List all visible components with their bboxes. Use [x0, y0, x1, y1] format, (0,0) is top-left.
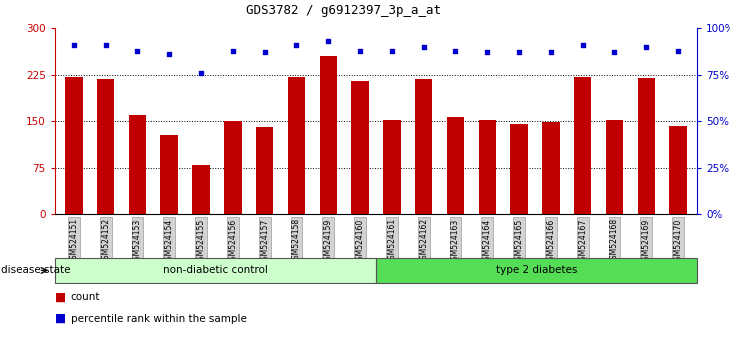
Bar: [161, 135, 178, 214]
Bar: [383, 120, 401, 214]
Bar: [637, 78, 655, 214]
Point: [68, 42, 80, 48]
Text: GSM524161: GSM524161: [388, 218, 396, 264]
Point: [577, 42, 588, 48]
Bar: [320, 56, 337, 214]
Point: [609, 50, 620, 55]
Text: GSM524166: GSM524166: [546, 218, 556, 264]
Point: [259, 50, 271, 55]
Text: GSM524158: GSM524158: [292, 218, 301, 264]
Bar: [192, 165, 210, 214]
Point: [354, 48, 366, 53]
Point: [640, 44, 652, 50]
Text: count: count: [71, 292, 100, 302]
Text: percentile rank within the sample: percentile rank within the sample: [71, 314, 247, 324]
Text: GSM524153: GSM524153: [133, 218, 142, 264]
Point: [672, 48, 684, 53]
Bar: [606, 120, 623, 214]
Text: GSM524167: GSM524167: [578, 218, 587, 264]
Text: GSM524165: GSM524165: [515, 218, 523, 264]
Text: GSM524169: GSM524169: [642, 218, 650, 264]
Text: GSM524152: GSM524152: [101, 218, 110, 264]
Bar: [415, 79, 432, 214]
Text: ■: ■: [55, 291, 66, 304]
Text: GSM524159: GSM524159: [323, 218, 333, 264]
Text: disease state: disease state: [1, 266, 71, 275]
Point: [291, 42, 302, 48]
Point: [100, 42, 112, 48]
Text: GSM524168: GSM524168: [610, 218, 619, 264]
Bar: [288, 76, 305, 214]
Point: [323, 39, 334, 44]
Bar: [542, 122, 560, 214]
Point: [131, 48, 143, 53]
Text: GSM524156: GSM524156: [228, 218, 237, 264]
Text: non-diabetic control: non-diabetic control: [163, 266, 268, 275]
Bar: [55, 258, 376, 283]
Text: GSM524163: GSM524163: [451, 218, 460, 264]
Point: [450, 48, 461, 53]
Bar: [224, 121, 242, 214]
Point: [418, 44, 429, 50]
Bar: [447, 117, 464, 214]
Bar: [97, 79, 115, 214]
Point: [513, 50, 525, 55]
Bar: [65, 76, 82, 214]
Bar: [128, 115, 146, 214]
Point: [386, 48, 398, 53]
Point: [164, 51, 175, 57]
Text: type 2 diabetes: type 2 diabetes: [496, 266, 577, 275]
Text: GSM524162: GSM524162: [419, 218, 429, 264]
Text: GSM524154: GSM524154: [165, 218, 174, 264]
Text: GDS3782 / g6912397_3p_a_at: GDS3782 / g6912397_3p_a_at: [246, 4, 442, 17]
Bar: [574, 76, 591, 214]
Text: GSM524155: GSM524155: [196, 218, 206, 264]
Text: GSM524170: GSM524170: [674, 218, 683, 264]
Text: GSM524164: GSM524164: [483, 218, 492, 264]
Point: [481, 50, 493, 55]
Text: GSM524151: GSM524151: [69, 218, 78, 264]
Bar: [256, 127, 274, 214]
Bar: [478, 120, 496, 214]
Text: GSM524157: GSM524157: [260, 218, 269, 264]
Bar: [510, 124, 528, 214]
Point: [195, 70, 207, 76]
Bar: [669, 126, 687, 214]
Text: GSM524160: GSM524160: [356, 218, 364, 264]
Bar: [376, 258, 697, 283]
Bar: [351, 81, 369, 214]
Text: ■: ■: [55, 312, 66, 325]
Point: [545, 50, 557, 55]
Point: [227, 48, 239, 53]
